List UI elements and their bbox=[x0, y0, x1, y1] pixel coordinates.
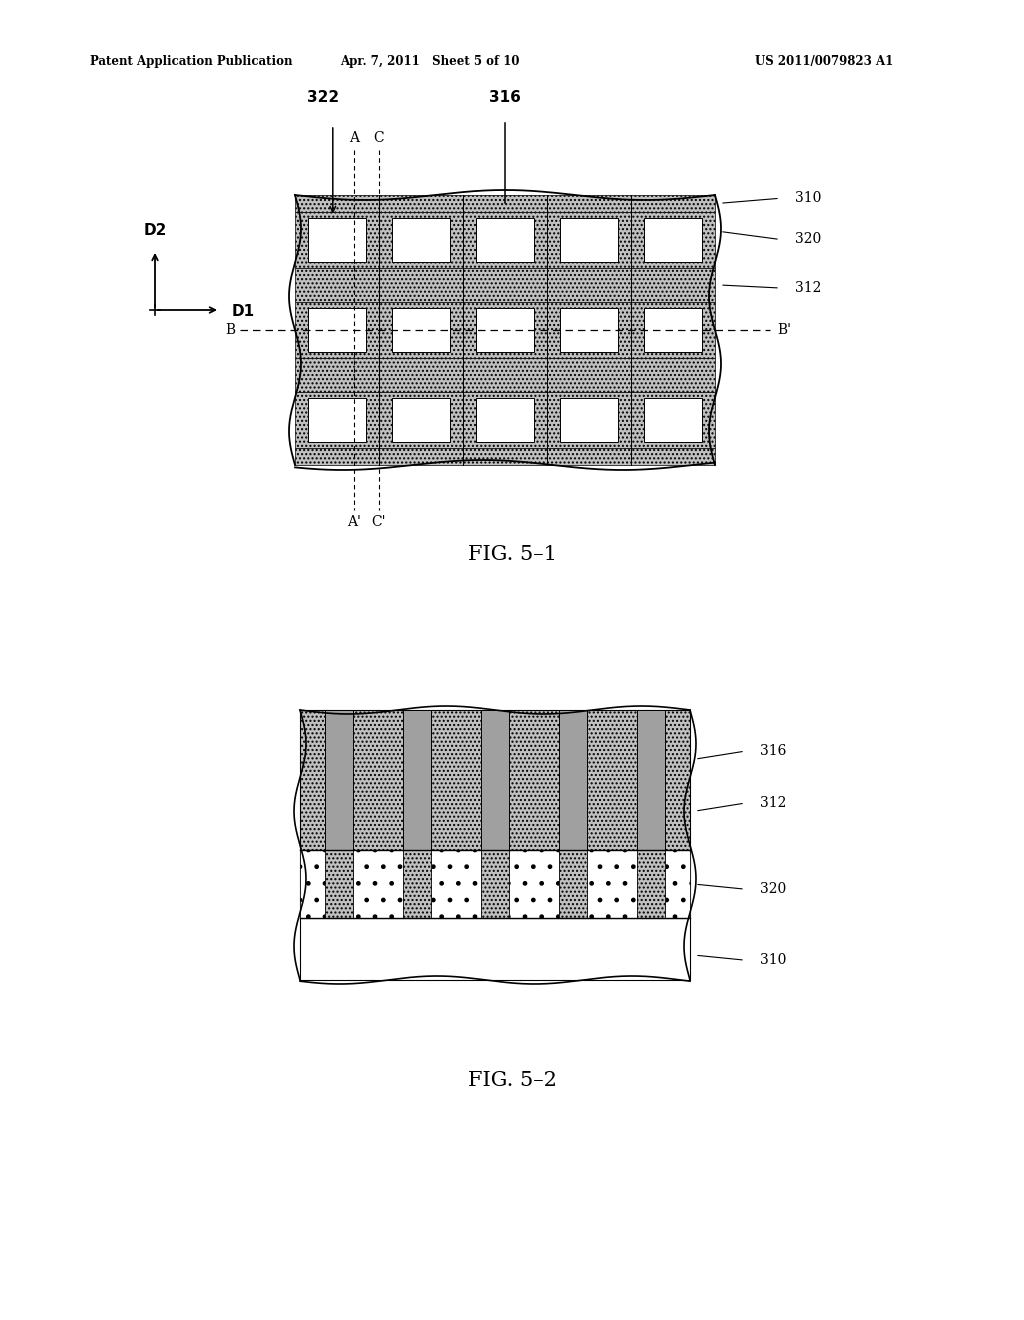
Bar bbox=[300, 850, 326, 917]
Bar bbox=[559, 710, 587, 850]
Bar bbox=[307, 309, 367, 351]
Bar bbox=[644, 399, 702, 442]
Bar bbox=[300, 917, 690, 979]
Text: 320: 320 bbox=[760, 882, 786, 896]
Bar bbox=[326, 850, 352, 917]
Bar bbox=[295, 392, 715, 449]
Bar bbox=[481, 850, 509, 917]
Bar bbox=[637, 850, 665, 917]
Text: FIG. 5–1: FIG. 5–1 bbox=[468, 545, 556, 565]
Bar bbox=[665, 850, 690, 917]
Bar bbox=[475, 399, 535, 442]
Bar bbox=[637, 850, 665, 917]
Bar bbox=[559, 218, 618, 261]
Text: D1: D1 bbox=[232, 305, 255, 319]
Text: Apr. 7, 2011   Sheet 5 of 10: Apr. 7, 2011 Sheet 5 of 10 bbox=[340, 55, 520, 69]
Bar bbox=[326, 850, 352, 917]
Bar bbox=[587, 850, 637, 917]
Bar bbox=[295, 195, 715, 211]
Bar bbox=[403, 710, 431, 850]
Text: 310: 310 bbox=[795, 191, 821, 206]
Text: B': B' bbox=[777, 323, 791, 337]
Bar bbox=[431, 850, 481, 917]
Bar bbox=[295, 301, 715, 359]
Text: C: C bbox=[374, 131, 384, 145]
Text: 322: 322 bbox=[307, 90, 339, 106]
Bar bbox=[475, 218, 535, 261]
Bar bbox=[644, 309, 702, 351]
Bar bbox=[431, 850, 481, 917]
Bar bbox=[644, 218, 702, 261]
Bar bbox=[559, 399, 618, 442]
Text: 316: 316 bbox=[760, 744, 786, 758]
Bar bbox=[391, 399, 451, 442]
Text: US 2011/0079823 A1: US 2011/0079823 A1 bbox=[755, 55, 893, 69]
Text: Patent Application Publication: Patent Application Publication bbox=[90, 55, 293, 69]
Bar bbox=[509, 850, 559, 917]
Bar bbox=[300, 850, 690, 917]
Bar bbox=[481, 850, 509, 917]
Text: A: A bbox=[349, 131, 358, 145]
Text: 320: 320 bbox=[795, 232, 821, 247]
Text: A': A' bbox=[347, 515, 360, 529]
Bar bbox=[300, 710, 690, 850]
Bar bbox=[559, 850, 587, 917]
Bar bbox=[559, 309, 618, 351]
Text: 316: 316 bbox=[489, 90, 521, 106]
Bar bbox=[307, 218, 367, 261]
Bar bbox=[300, 850, 326, 917]
Bar bbox=[295, 268, 715, 301]
Bar bbox=[587, 850, 637, 917]
Bar bbox=[403, 850, 431, 917]
Text: FIG. 5–2: FIG. 5–2 bbox=[468, 1071, 556, 1089]
Bar bbox=[295, 449, 715, 465]
Bar bbox=[295, 211, 715, 268]
Bar bbox=[475, 309, 535, 351]
Bar bbox=[637, 710, 665, 850]
Text: 312: 312 bbox=[760, 796, 786, 810]
Bar bbox=[403, 850, 431, 917]
Bar bbox=[665, 850, 690, 917]
Text: B: B bbox=[225, 323, 234, 337]
Bar bbox=[295, 359, 715, 392]
Bar bbox=[352, 850, 403, 917]
Bar bbox=[307, 399, 367, 442]
Text: 312: 312 bbox=[795, 281, 821, 294]
Bar bbox=[481, 710, 509, 850]
Bar bbox=[352, 850, 403, 917]
Text: 310: 310 bbox=[760, 953, 786, 968]
Bar bbox=[509, 850, 559, 917]
Bar bbox=[559, 850, 587, 917]
Text: D2: D2 bbox=[143, 223, 167, 238]
Bar bbox=[391, 309, 451, 351]
Bar bbox=[326, 710, 352, 850]
Bar bbox=[391, 218, 451, 261]
Text: C': C' bbox=[372, 515, 386, 529]
